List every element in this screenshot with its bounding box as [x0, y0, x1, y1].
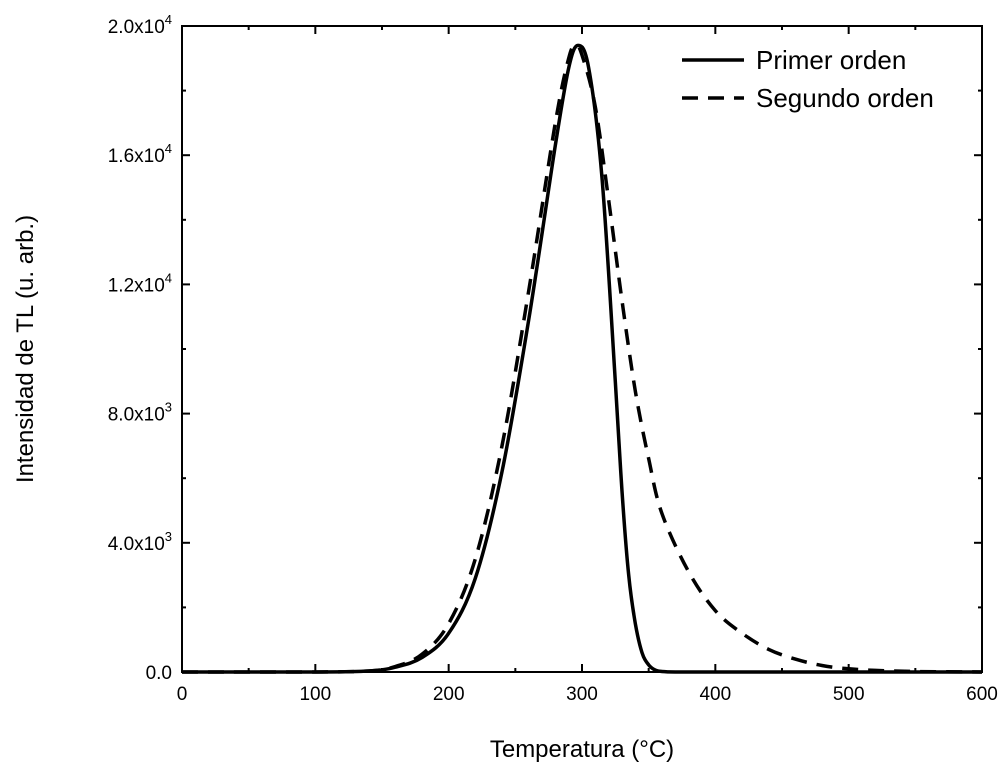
series-line-primer-orden	[182, 43, 982, 674]
x-axis-title: Temperatura (°C)	[490, 736, 674, 763]
y-tick-label: 8.0x103	[108, 400, 172, 426]
legend: Primer orden Segundo orden	[682, 45, 934, 113]
x-tick-label: 0	[177, 684, 188, 705]
y-tick-mantissa: 4.0x10	[108, 534, 165, 555]
x-tick-label: 100	[299, 684, 331, 705]
y-tick-mantissa: 8.0x10	[108, 405, 165, 426]
y-tick-mantissa: 1.6x10	[108, 146, 165, 167]
x-tick-label: 500	[833, 684, 865, 705]
y-tick-label: 0.0	[146, 663, 172, 684]
legend-label: Segundo orden	[756, 83, 934, 113]
x-tick-label: 200	[433, 684, 465, 705]
series-line-segundo-orden	[182, 43, 983, 674]
x-tick-label: 600	[966, 684, 998, 705]
y-tick-mantissa: 2.0x10	[108, 17, 165, 38]
y-axis-title: Intensidad de TL (u. arb.)	[12, 215, 39, 483]
x-tick-label: 300	[566, 684, 598, 705]
y-tick-label: 1.2x104	[108, 270, 172, 296]
y-tick-mantissa: 0.0	[146, 663, 172, 684]
y-tick-label: 2.0x104	[108, 12, 172, 38]
x-tick-label: 400	[699, 684, 731, 705]
plot-frame	[181, 25, 983, 673]
y-tick-label: 1.6x104	[108, 141, 172, 167]
y-tick-exponent: 3	[165, 529, 172, 544]
legend-label: Primer orden	[756, 45, 906, 75]
y-tick-label: 4.0x103	[108, 529, 172, 555]
y-tick-exponent: 4	[165, 270, 172, 285]
y-tick-exponent: 4	[165, 12, 172, 27]
x-axis-ticks: 0 100 200 300 400 500 600	[177, 26, 998, 705]
y-tick-exponent: 4	[165, 141, 172, 156]
y-tick-mantissa: 1.2x10	[108, 275, 165, 296]
y-tick-exponent: 3	[165, 400, 172, 415]
plot-series-group	[182, 43, 983, 674]
